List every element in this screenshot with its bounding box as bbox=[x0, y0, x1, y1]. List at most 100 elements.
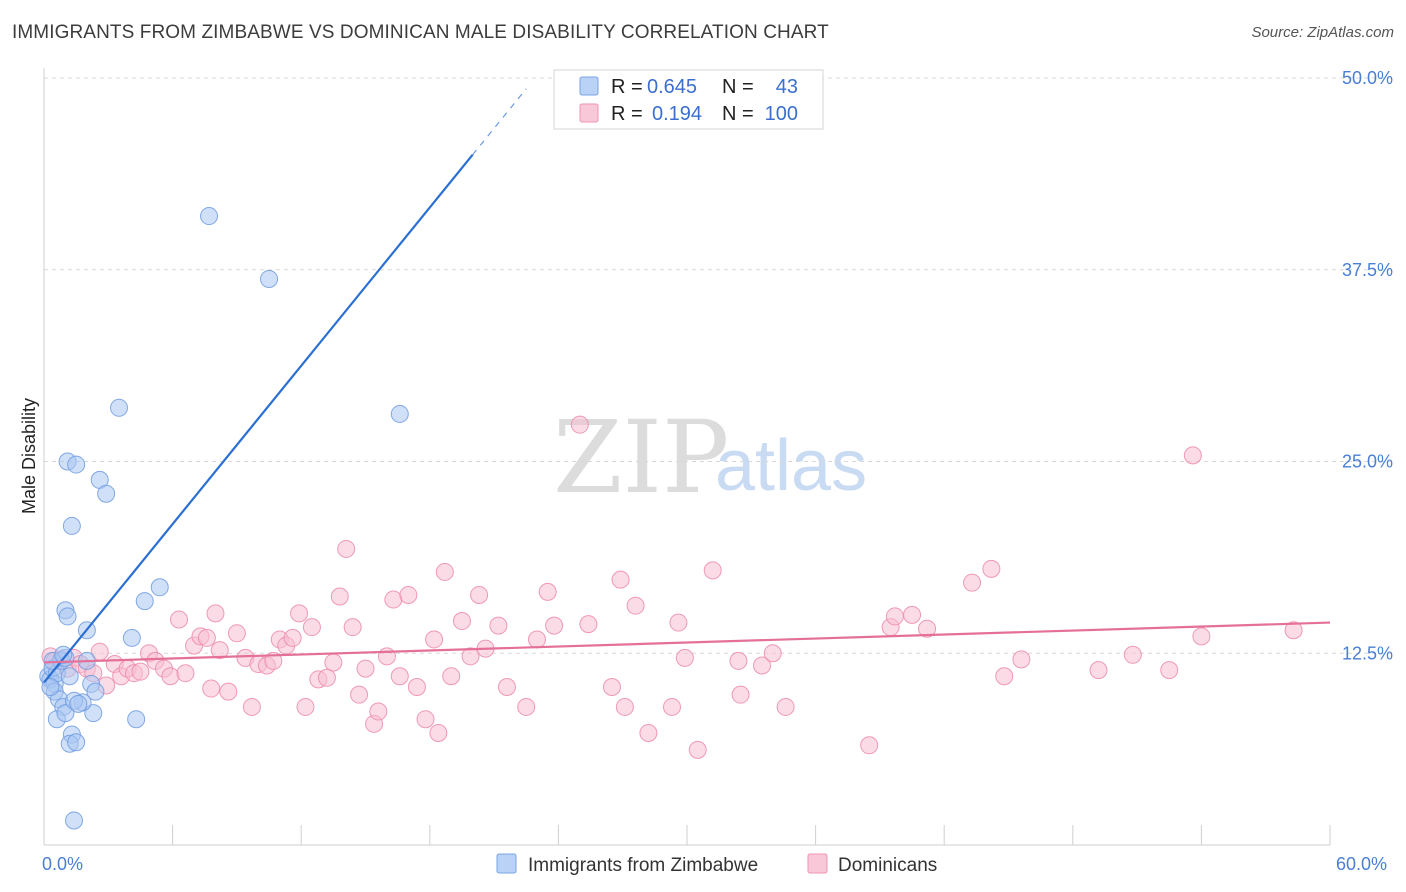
dominican-point bbox=[435, 562, 454, 581]
zimbabwe-point bbox=[67, 455, 86, 474]
zimbabwe-point bbox=[62, 516, 81, 535]
legend-r-value-pink: 0.194 bbox=[652, 103, 702, 125]
x-tick-label-max: 60.0% bbox=[1336, 854, 1387, 874]
dominican-point bbox=[350, 685, 369, 704]
dominican-point bbox=[131, 662, 150, 681]
zimbabwe-point bbox=[135, 592, 154, 611]
dominican-point bbox=[242, 697, 261, 716]
dominican-point bbox=[161, 667, 180, 686]
dominican-point bbox=[669, 613, 688, 632]
stats-legend-box bbox=[553, 69, 824, 130]
dominican-point bbox=[963, 573, 982, 592]
dominican-point bbox=[227, 624, 246, 643]
watermark-atlas: atlas bbox=[715, 426, 867, 506]
dominican-point bbox=[324, 653, 343, 672]
dominican-point bbox=[602, 677, 621, 696]
dominican-point bbox=[1192, 627, 1211, 646]
zimbabwe-point bbox=[41, 677, 60, 696]
dominican-point bbox=[579, 615, 598, 634]
dominican-point bbox=[1089, 661, 1108, 680]
dominican-point bbox=[176, 664, 195, 683]
dominican-point bbox=[399, 585, 418, 604]
dominican-point bbox=[170, 610, 189, 629]
dominican-point bbox=[729, 651, 748, 670]
dominican-point bbox=[416, 710, 435, 729]
series-legend: Immigrants from Zimbabwe Dominicans bbox=[496, 853, 937, 876]
dominican-point bbox=[918, 619, 937, 638]
legend-r-label-pink: R = bbox=[611, 103, 643, 125]
dominican-point bbox=[377, 647, 396, 666]
dominican-point bbox=[626, 596, 645, 615]
y-axis-tick-labels: 12.5% 25.0% 37.5% 50.0% bbox=[1342, 68, 1393, 663]
dominican-point bbox=[517, 697, 536, 716]
dominican-point bbox=[219, 682, 238, 701]
dominican-point bbox=[538, 582, 557, 601]
zimbabwe-point bbox=[65, 811, 84, 830]
zimbabwe-point bbox=[110, 398, 129, 417]
dominican-point bbox=[384, 590, 403, 609]
legend-n-value-blue: 43 bbox=[776, 76, 798, 98]
dominican-point bbox=[497, 677, 516, 696]
legend-swatch-pink bbox=[579, 103, 599, 123]
dominican-point bbox=[1284, 621, 1303, 640]
y-tick-label: 25.0% bbox=[1342, 452, 1393, 472]
zimbabwe-point bbox=[69, 694, 88, 713]
zimbabwe-point bbox=[150, 578, 169, 597]
dominican-point bbox=[570, 415, 589, 434]
zimbabwe-point bbox=[60, 667, 79, 686]
dominican-point bbox=[639, 724, 658, 743]
x-axis-ticks bbox=[43, 825, 1331, 845]
dominican-point bbox=[369, 702, 388, 721]
dominican-point bbox=[982, 559, 1001, 578]
dominican-point bbox=[202, 679, 221, 698]
zimbabwe-point bbox=[97, 484, 116, 503]
dominican-point bbox=[675, 648, 694, 667]
source-label: Source: ZipAtlas.com bbox=[1251, 24, 1394, 41]
y-tick-label: 37.5% bbox=[1342, 260, 1393, 280]
trend-line-zimbabwe bbox=[43, 154, 474, 684]
legend-n-label-pink: N = bbox=[722, 103, 754, 125]
bottom-legend-label-pink: Dominicans bbox=[838, 855, 937, 876]
dominican-point bbox=[390, 667, 409, 686]
legend-r-value-blue: 0.645 bbox=[647, 76, 697, 98]
dominican-point bbox=[703, 561, 722, 580]
dominican-point bbox=[317, 668, 336, 687]
dominican-point bbox=[776, 697, 795, 716]
legend-n-value-pink: 100 bbox=[765, 103, 798, 125]
zimbabwe-point bbox=[58, 607, 77, 626]
trend-lines bbox=[43, 88, 1331, 684]
y-tick-label: 50.0% bbox=[1342, 68, 1393, 88]
dominican-point bbox=[611, 570, 630, 589]
y-axis-title: Male Disability bbox=[19, 398, 39, 514]
dominican-point bbox=[407, 677, 426, 696]
dominican-point bbox=[210, 641, 229, 660]
dominican-point bbox=[885, 607, 904, 626]
legend-swatch-blue bbox=[579, 76, 599, 96]
dominican-point bbox=[1183, 446, 1202, 465]
trend-line-zimbabwe-extension bbox=[472, 88, 527, 156]
dominican-point bbox=[753, 656, 772, 675]
dominican-point bbox=[489, 616, 508, 635]
dominican-point bbox=[425, 630, 444, 649]
dominican-point bbox=[545, 616, 564, 635]
dominican-point bbox=[860, 736, 879, 755]
dominican-point bbox=[343, 618, 362, 637]
x-tick-label-min: 0.0% bbox=[42, 854, 83, 874]
y-tick-label: 12.5% bbox=[1342, 643, 1393, 663]
dominican-point bbox=[903, 605, 922, 624]
dominican-point bbox=[1160, 661, 1179, 680]
zimbabwe-point bbox=[200, 207, 219, 226]
dominican-point bbox=[763, 644, 782, 663]
dominican-point bbox=[688, 740, 707, 759]
zimbabwe-point bbox=[390, 404, 409, 423]
zimbabwe-point bbox=[84, 704, 103, 723]
stats-legend: R = 0.645 N = 43 R = 0.194 N = 100 bbox=[553, 69, 824, 130]
dominican-point bbox=[337, 539, 356, 558]
dominican-point bbox=[429, 724, 448, 743]
dominican-point bbox=[296, 697, 315, 716]
dominican-point bbox=[662, 697, 681, 716]
dominican-point bbox=[290, 604, 309, 623]
series-zimbabwe bbox=[39, 207, 409, 830]
zimbabwe-point bbox=[67, 733, 86, 752]
legend-r-label-blue: R = bbox=[611, 76, 643, 98]
